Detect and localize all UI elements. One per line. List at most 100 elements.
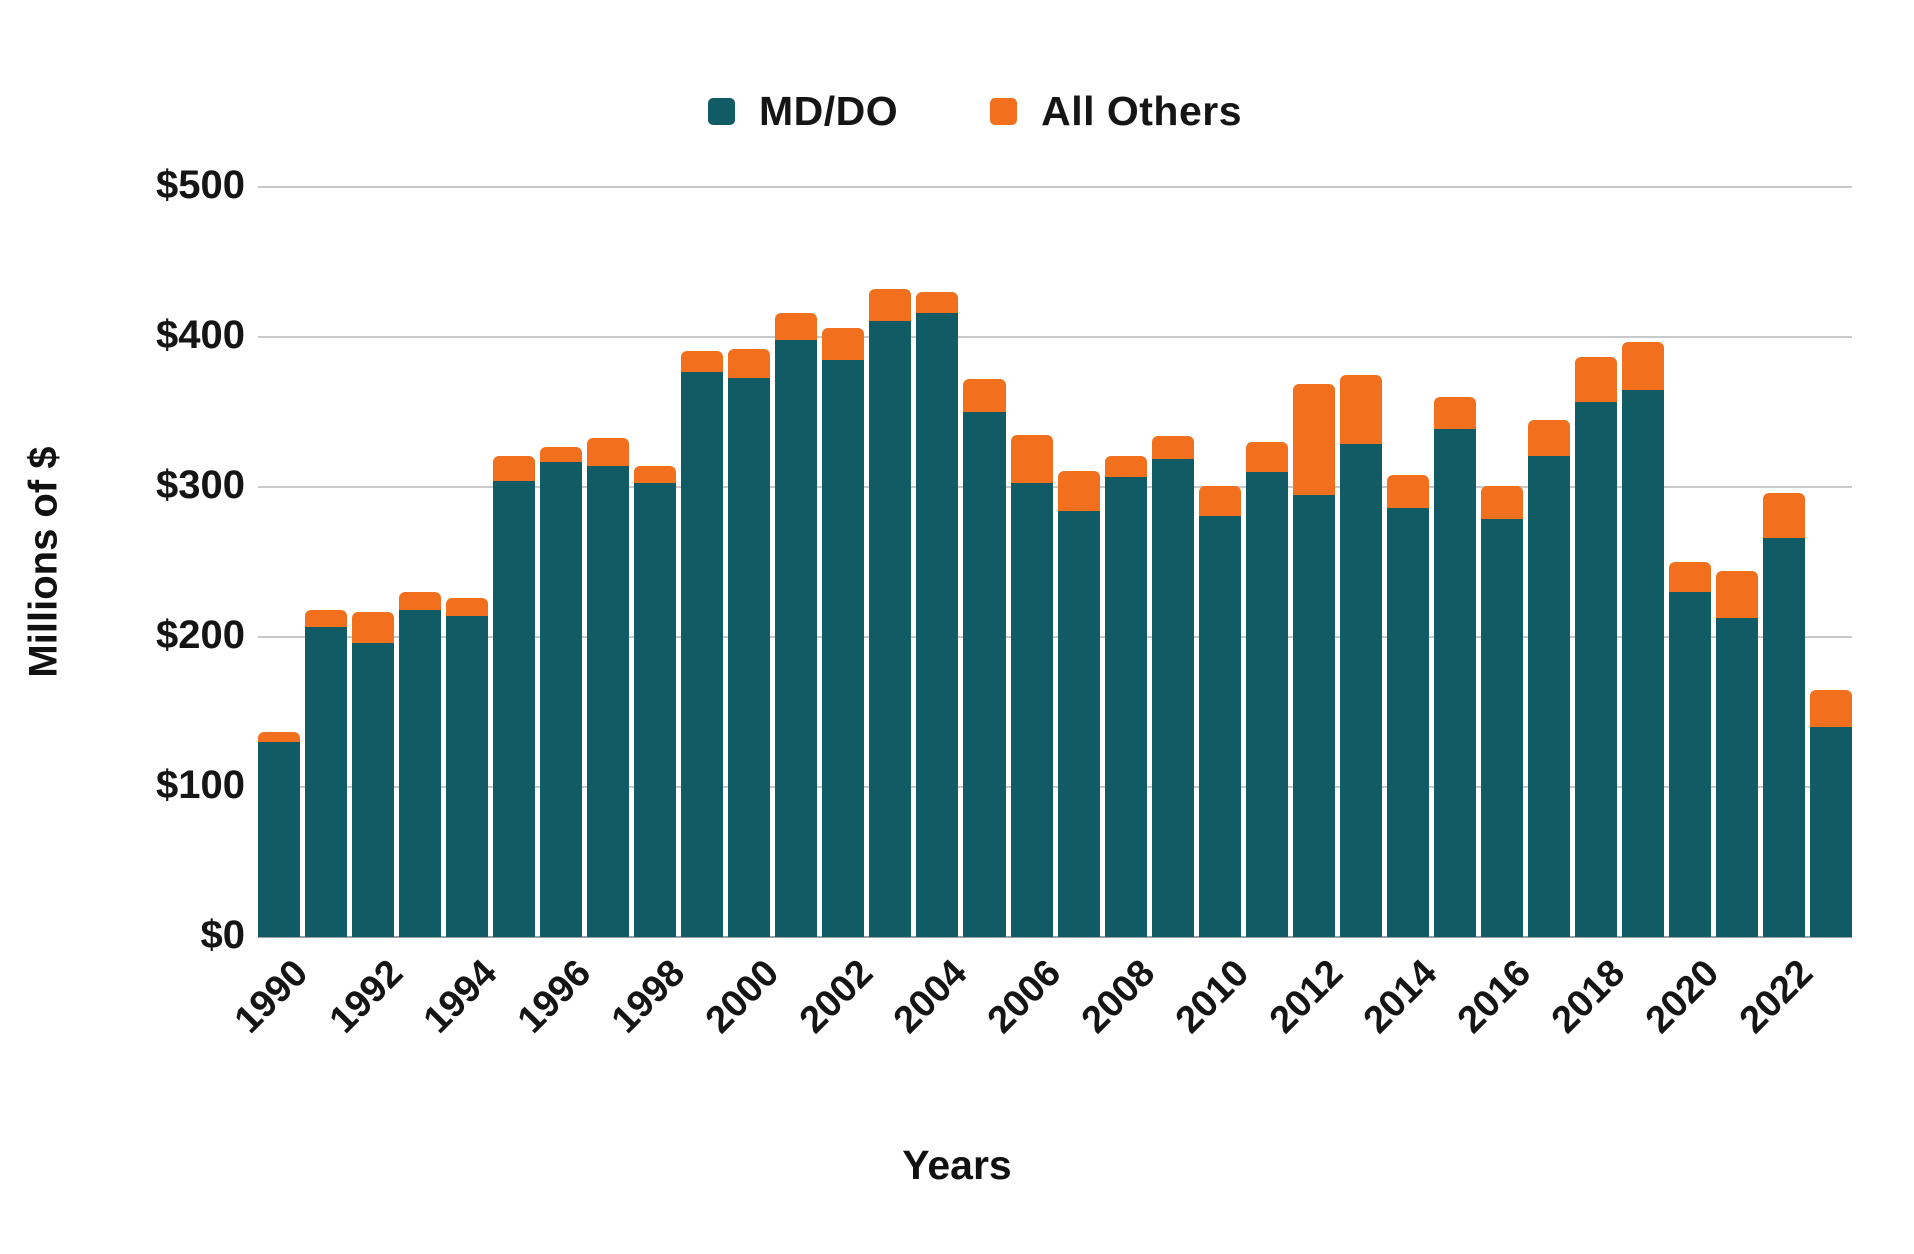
x-tick-label-2018: 2018 [1544, 952, 1634, 1042]
bar-1990-all-others-segment [258, 731, 301, 742]
bar-1994 [446, 598, 489, 937]
bar-2022-mddo-segment [1763, 538, 1806, 937]
bar-2017-all-others-segment [1527, 419, 1570, 456]
x-tick-label-2006: 2006 [979, 952, 1070, 1042]
x-tick-label-2008: 2008 [1073, 952, 1164, 1042]
bar-2007-all-others-segment [1057, 470, 1100, 511]
bar-1996 [540, 446, 583, 937]
bar-1991-all-others-segment [305, 610, 348, 627]
bar-2014-mddo-segment [1386, 508, 1429, 937]
bar-1993-mddo-segment [399, 610, 442, 937]
x-tick-label-2016: 2016 [1449, 952, 1540, 1042]
bar-2021-all-others-segment [1715, 571, 1758, 618]
bar-1998 [634, 466, 677, 937]
gridline-$100 [258, 786, 1852, 788]
bar-2005-mddo-segment [963, 412, 1006, 937]
bar-2010-all-others-segment [1198, 485, 1241, 516]
bar-2019 [1621, 341, 1664, 937]
bar-1991-mddo-segment [305, 626, 348, 937]
bar-2001-mddo-segment [775, 340, 818, 937]
bar-2005 [963, 379, 1006, 937]
bar-2001 [775, 313, 818, 937]
bar-1998-all-others-segment [634, 466, 677, 483]
bar-2009-mddo-segment [1151, 458, 1194, 937]
bar-2012 [1292, 383, 1335, 937]
bar-1999 [681, 350, 724, 937]
bar-2014-all-others-segment [1386, 475, 1429, 508]
bar-2020-mddo-segment [1668, 592, 1711, 937]
bar-1997 [587, 437, 630, 937]
x-tick-label-2004: 2004 [885, 952, 976, 1042]
bar-2013-all-others-segment [1339, 374, 1382, 444]
legend-swatch-all-others [990, 98, 1018, 125]
bar-2010-mddo-segment [1198, 515, 1241, 937]
bar-2015-mddo-segment [1433, 428, 1476, 937]
y-axis-title: Millions of $ [21, 446, 66, 678]
bar-1999-mddo-segment [681, 371, 724, 937]
bar-1999-all-others-segment [681, 350, 724, 372]
bar-1990 [258, 731, 301, 937]
bar-2004-mddo-segment [916, 313, 959, 937]
x-tick-label-2020: 2020 [1638, 952, 1728, 1042]
bar-2003 [869, 289, 912, 937]
bar-2023-mddo-segment [1810, 727, 1853, 937]
bar-2019-all-others-segment [1621, 341, 1664, 390]
bar-1990-mddo-segment [258, 742, 301, 937]
bar-2018-all-others-segment [1574, 356, 1617, 402]
bar-1992 [352, 611, 395, 937]
bar-2018 [1574, 356, 1617, 937]
bar-2007 [1057, 470, 1100, 937]
x-axis-title: Years [902, 1142, 1012, 1188]
bar-2006-mddo-segment [1010, 482, 1053, 937]
bar-2011-all-others-segment [1245, 442, 1288, 472]
bar-2000-all-others-segment [728, 349, 771, 378]
legend-item-mddo: MD/DO [707, 88, 898, 135]
bar-2010 [1198, 485, 1241, 937]
bar-1994-mddo-segment [446, 616, 489, 937]
bar-2022 [1763, 493, 1806, 937]
bar-2004-all-others-segment [916, 292, 959, 313]
bar-2017-mddo-segment [1527, 455, 1570, 937]
chart-legend: MD/DO All Others [18, 88, 1914, 135]
bar-1994-all-others-segment [446, 598, 489, 616]
bar-2023-all-others-segment [1810, 689, 1853, 727]
bar-2012-all-others-segment [1292, 383, 1335, 495]
bar-2002-mddo-segment [822, 359, 865, 937]
bar-2017 [1527, 419, 1570, 937]
bar-1993-all-others-segment [399, 592, 442, 610]
x-tick-label-1994: 1994 [415, 952, 505, 1042]
y-tick-label-300: $300 [156, 463, 245, 507]
x-tick-label-2002: 2002 [791, 952, 882, 1042]
x-tick-label-2010: 2010 [1167, 952, 1258, 1042]
x-tick-label-2012: 2012 [1261, 952, 1352, 1042]
bar-2006-all-others-segment [1010, 434, 1053, 483]
bar-2020 [1668, 562, 1711, 937]
bar-2001-all-others-segment [775, 313, 818, 340]
gridline-$500 [258, 186, 1852, 188]
bar-2023 [1810, 689, 1853, 937]
bar-2018-mddo-segment [1574, 401, 1617, 937]
bars-container [258, 187, 1853, 937]
bar-2003-mddo-segment [869, 320, 912, 937]
bar-1997-all-others-segment [587, 437, 630, 466]
bar-2003-all-others-segment [869, 289, 912, 321]
bar-2015 [1433, 397, 1476, 937]
bar-1997-mddo-segment [587, 466, 630, 937]
bar-2006 [1010, 434, 1053, 937]
bar-2005-all-others-segment [963, 379, 1006, 412]
bar-2007-mddo-segment [1057, 511, 1100, 937]
y-tick-label-200: $200 [156, 613, 245, 657]
legend-label-all-others: All Others [1041, 88, 1243, 134]
legend-swatch-mddo [707, 98, 735, 125]
bar-2004 [916, 292, 959, 937]
y-tick-label-0: $0 [200, 913, 246, 957]
bar-2008 [1104, 455, 1147, 937]
bar-1993 [399, 592, 442, 937]
bar-2016-mddo-segment [1480, 518, 1523, 937]
x-tick-label-1998: 1998 [603, 952, 693, 1042]
gridline-$200 [258, 636, 1852, 638]
bar-2000-mddo-segment [728, 377, 771, 937]
gridline-$0 [258, 936, 1852, 938]
bar-2002-all-others-segment [822, 328, 865, 360]
bar-2016-all-others-segment [1480, 485, 1523, 519]
